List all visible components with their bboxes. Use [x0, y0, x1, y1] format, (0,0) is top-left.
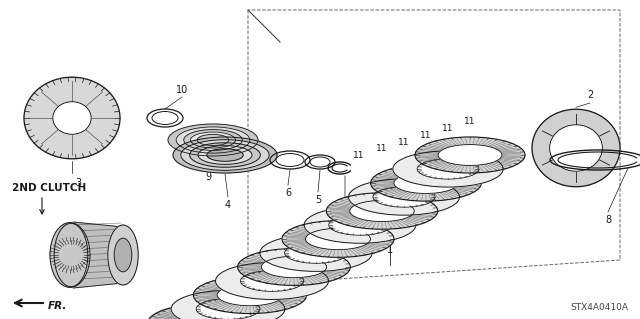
Text: 11: 11	[353, 151, 365, 160]
Ellipse shape	[52, 102, 92, 134]
Ellipse shape	[289, 244, 344, 262]
Ellipse shape	[191, 132, 236, 148]
Text: 13: 13	[387, 194, 399, 203]
Ellipse shape	[550, 125, 602, 171]
Ellipse shape	[217, 284, 283, 306]
Ellipse shape	[176, 127, 250, 153]
Text: 13: 13	[453, 175, 465, 184]
Polygon shape	[73, 222, 123, 288]
Ellipse shape	[377, 188, 431, 206]
Ellipse shape	[305, 228, 371, 250]
Ellipse shape	[333, 216, 387, 234]
Ellipse shape	[168, 124, 258, 156]
Text: 11: 11	[398, 138, 410, 147]
Ellipse shape	[260, 234, 372, 271]
Ellipse shape	[176, 313, 236, 319]
Text: 11: 11	[420, 131, 432, 140]
Ellipse shape	[261, 256, 326, 278]
Text: 11: 11	[376, 144, 388, 153]
Text: 3: 3	[75, 178, 81, 188]
Ellipse shape	[438, 145, 502, 166]
Text: 2ND CLUTCH: 2ND CLUTCH	[12, 183, 86, 193]
Ellipse shape	[173, 137, 277, 173]
Text: 8: 8	[605, 215, 611, 225]
Ellipse shape	[171, 290, 285, 319]
Ellipse shape	[108, 225, 138, 285]
Ellipse shape	[181, 140, 269, 170]
Ellipse shape	[304, 207, 416, 243]
Text: 12: 12	[334, 210, 346, 219]
Ellipse shape	[421, 160, 475, 178]
Text: 12: 12	[356, 205, 368, 214]
Ellipse shape	[237, 249, 350, 286]
Text: 7: 7	[347, 205, 353, 215]
Ellipse shape	[200, 300, 256, 318]
Text: 10: 10	[176, 85, 188, 95]
Ellipse shape	[394, 173, 458, 194]
Text: STX4A0410A: STX4A0410A	[570, 303, 628, 312]
Ellipse shape	[216, 263, 328, 300]
Ellipse shape	[148, 304, 264, 319]
Text: 2: 2	[587, 90, 593, 100]
Ellipse shape	[189, 143, 260, 167]
Text: 9: 9	[205, 172, 211, 182]
Ellipse shape	[114, 238, 132, 272]
Ellipse shape	[282, 221, 394, 257]
Ellipse shape	[371, 165, 481, 201]
Text: 5: 5	[315, 195, 321, 205]
Ellipse shape	[393, 151, 503, 187]
Ellipse shape	[207, 149, 243, 161]
Ellipse shape	[349, 200, 414, 222]
Text: 13: 13	[409, 188, 420, 197]
Text: 11: 11	[464, 117, 476, 126]
Ellipse shape	[415, 137, 525, 173]
Ellipse shape	[193, 277, 307, 314]
Ellipse shape	[24, 77, 120, 159]
Ellipse shape	[197, 134, 228, 145]
Ellipse shape	[349, 179, 460, 215]
Text: 4: 4	[225, 200, 231, 210]
Text: 6: 6	[285, 188, 291, 198]
Text: 1: 1	[387, 245, 393, 255]
Ellipse shape	[50, 223, 90, 287]
Ellipse shape	[198, 146, 252, 164]
Text: 13: 13	[431, 181, 443, 190]
Ellipse shape	[184, 130, 243, 150]
Ellipse shape	[326, 193, 438, 229]
Ellipse shape	[54, 223, 88, 287]
Text: 11: 11	[442, 124, 454, 133]
Text: FR.: FR.	[48, 301, 67, 311]
Ellipse shape	[244, 272, 300, 290]
Ellipse shape	[532, 109, 620, 187]
